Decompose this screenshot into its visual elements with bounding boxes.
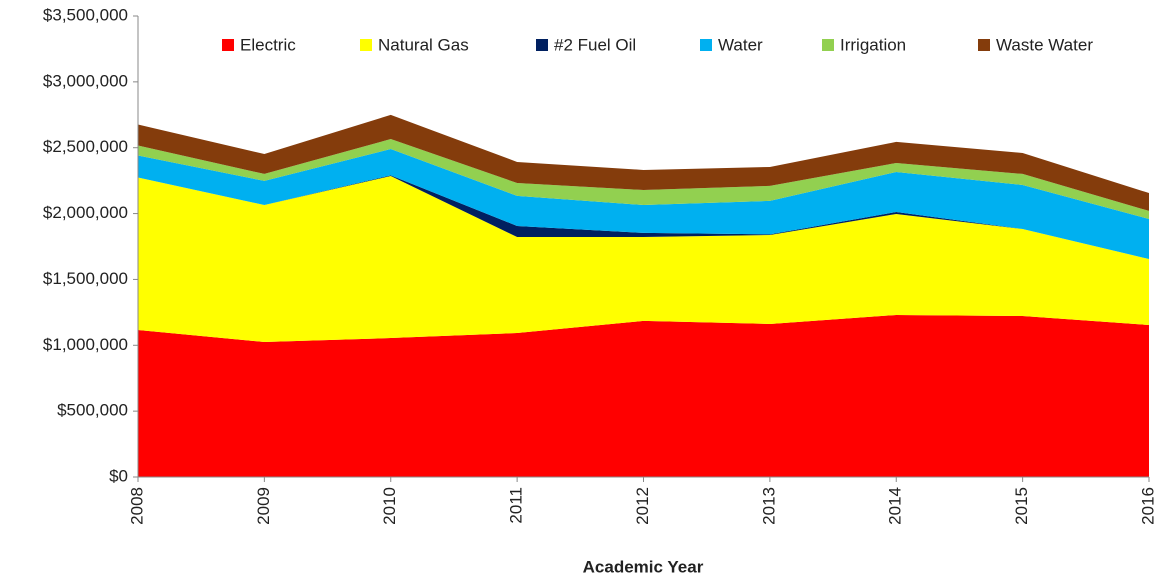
legend-swatch (978, 39, 990, 51)
area (138, 176, 1149, 342)
legend-swatch (536, 39, 548, 51)
y-tick-label: $2,500,000 (43, 137, 128, 156)
y-tick-label: $2,000,000 (43, 203, 128, 222)
x-tick-label: 2014 (886, 487, 905, 525)
area (138, 314, 1149, 477)
legend-label: Waste Water (996, 35, 1093, 54)
x-tick-label: 2009 (254, 487, 273, 525)
y-tick-label: $1,500,000 (43, 269, 128, 288)
y-tick-label: $3,500,000 (43, 5, 128, 24)
area (138, 139, 1149, 219)
x-tick-label: 2013 (759, 487, 778, 525)
x-axis-title: Academic Year (583, 557, 704, 576)
x-tick-label: 2015 (1012, 487, 1031, 525)
x-tick-label: 2012 (633, 487, 652, 525)
y-tick-label: $500,000 (57, 401, 128, 420)
area (138, 114, 1149, 211)
legend-swatch (360, 39, 372, 51)
legend-swatch (700, 39, 712, 51)
legend-label: Irrigation (840, 35, 906, 54)
legend-swatch (222, 39, 234, 51)
y-tick-label: $3,000,000 (43, 71, 128, 90)
legend-label: Natural Gas (378, 35, 469, 54)
legend-swatch (822, 39, 834, 51)
x-tick-label: 2010 (380, 487, 399, 525)
legend-label: #2 Fuel Oil (554, 35, 636, 54)
y-tick-label: $0 (109, 466, 128, 485)
x-tick-label: 2016 (1138, 487, 1157, 525)
x-tick-label: 2008 (127, 487, 146, 525)
legend-label: Electric (240, 35, 296, 54)
x-tick-label: 2011 (507, 487, 526, 524)
legend-label: Water (718, 35, 763, 54)
area (138, 149, 1149, 260)
y-tick-label: $1,000,000 (43, 335, 128, 354)
